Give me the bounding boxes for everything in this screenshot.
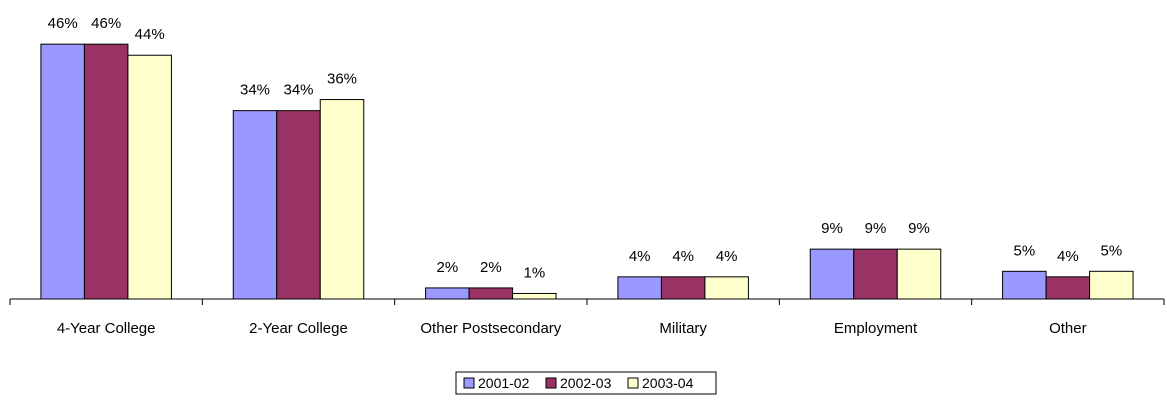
- bar-2003-04-employment: [896, 248, 942, 300]
- data-labels-layer: 46% 46% 44% 34% 34% 36% 2% 2% 1% 4% 4% 4% 9% 9% 9% 5% 4%…: [48, 15, 1123, 281]
- bars-layer: [40, 43, 1134, 300]
- data-label: 46%: [91, 15, 121, 32]
- data-label: 34%: [283, 82, 313, 99]
- category-label: 2-Year College: [249, 320, 348, 337]
- bar-2001-02-other: [1002, 270, 1047, 300]
- category-labels: 4-Year College 2-Year College Other Postse…: [57, 320, 1087, 337]
- data-label: 34%: [240, 82, 270, 99]
- legend: 2001-02 2002-03 2003-04: [455, 371, 717, 395]
- data-label: 5%: [1100, 242, 1122, 259]
- bar-2002-03-other: [1045, 276, 1091, 300]
- data-label: 4%: [629, 248, 651, 265]
- legend-label: 2001-02: [478, 375, 530, 391]
- category-label: Military: [659, 320, 707, 337]
- bar-2003-04-2-year-college: [319, 99, 365, 300]
- bar-2002-03-other-postsecondary: [468, 287, 514, 300]
- legend-swatch: [463, 377, 475, 389]
- legend-label: 2002-03: [560, 375, 612, 391]
- bar-2002-03-military: [660, 276, 706, 300]
- data-label: 5%: [1013, 242, 1035, 259]
- legend-label: 2003-04: [642, 375, 694, 391]
- bar-2001-02-other-postsecondary: [425, 287, 470, 300]
- category-label: Other: [1049, 320, 1087, 337]
- data-label: 4%: [1057, 248, 1079, 265]
- bar-2003-04-other: [1089, 270, 1134, 300]
- bar-2001-02-4-year-college: [40, 43, 85, 300]
- data-label: 36%: [327, 71, 357, 88]
- bar-2001-02-military: [617, 276, 662, 300]
- bar-2001-02-employment: [809, 248, 855, 300]
- data-label: 4%: [716, 248, 738, 265]
- category-label: 4-Year College: [57, 320, 156, 337]
- legend-box: [455, 371, 717, 395]
- data-label: 44%: [135, 26, 165, 43]
- data-label: 4%: [672, 248, 694, 265]
- category-label: Employment: [834, 320, 918, 337]
- data-label: 2%: [436, 259, 458, 276]
- data-label: 1%: [523, 264, 545, 281]
- category-label: Other Postsecondary: [420, 320, 561, 337]
- legend-swatch: [627, 377, 639, 389]
- legend-swatch: [545, 377, 557, 389]
- bar-2001-02-2-year-college: [232, 110, 278, 300]
- bar-2002-03-2-year-college: [276, 110, 321, 300]
- data-label: 9%: [865, 220, 887, 237]
- data-label: 46%: [48, 15, 78, 32]
- data-label: 9%: [821, 220, 843, 237]
- bar-2002-03-4-year-college: [83, 43, 129, 300]
- data-label: 2%: [480, 259, 502, 276]
- bar-2003-04-other-postsecondary: [512, 292, 557, 300]
- bar-2003-04-4-year-college: [127, 54, 172, 300]
- data-label: 9%: [908, 220, 930, 237]
- x-axis-ticks: [9, 299, 1165, 305]
- bar-2002-03-employment: [853, 248, 898, 300]
- bar-2003-04-military: [704, 276, 749, 300]
